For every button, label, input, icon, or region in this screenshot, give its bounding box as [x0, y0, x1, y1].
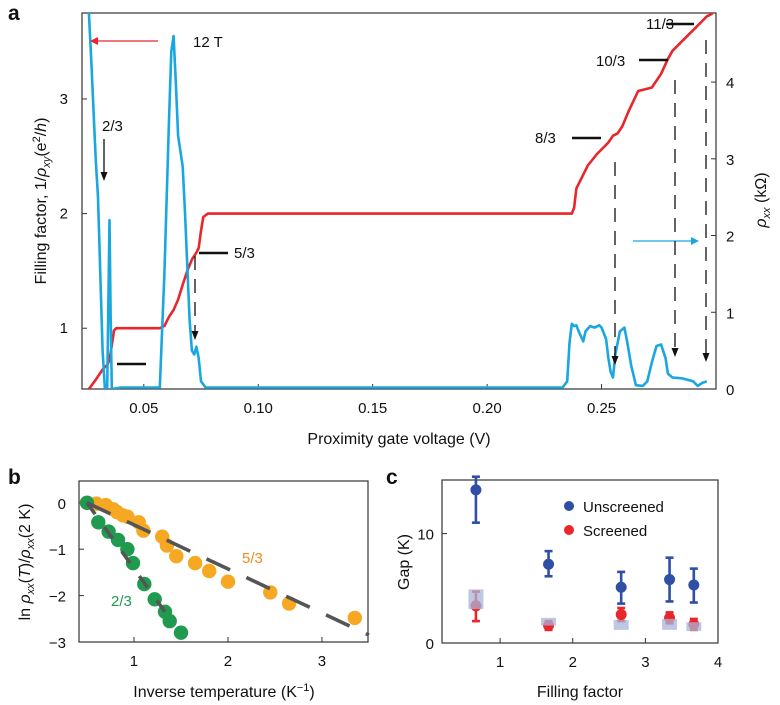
panel-c-ylabel: Gap (K)	[396, 534, 413, 590]
legend-unscreened-marker	[564, 501, 574, 511]
plateau-label: 2/3	[102, 118, 123, 135]
y-tick-label-right: 0	[726, 382, 734, 399]
y-tick-label: 10	[417, 527, 434, 544]
plateau-label: 5/3	[234, 245, 255, 262]
panel-b-ylabel: ln ρxx(T)/ρxx(2 K)	[17, 504, 37, 621]
data-point-2-3	[173, 625, 189, 640]
data-point-2-3	[110, 532, 126, 548]
y-tick-label-right: 1	[726, 305, 734, 322]
data-point-screened	[615, 609, 627, 621]
plateau-label: 11/3	[646, 16, 674, 33]
data-point-2-3	[91, 515, 106, 530]
y-tick-label-left: 2	[60, 206, 68, 223]
panel-b-letter: b	[8, 466, 21, 489]
x-tick-label: 3	[318, 653, 326, 670]
filling-factor-line	[87, 13, 715, 389]
data-point-5-3	[220, 574, 236, 589]
data-point-unscreened	[470, 484, 482, 496]
panel-b-xlabel: Inverse temperature (K−1)	[133, 682, 315, 701]
panel-b: 1 2 3 0 −1 −2 −3 Inverse temperature (K−1) ln …	[17, 480, 370, 701]
y-tick-label-right: 3	[726, 152, 734, 169]
legend-unscreened-label: Unscreened	[583, 499, 664, 516]
plateau-label: 10/3	[596, 53, 625, 70]
x-tick-label: 2	[224, 653, 232, 670]
shaded-range	[686, 622, 702, 631]
data-point-5-3	[202, 563, 217, 579]
x-tick-label: 0.15	[358, 400, 387, 417]
x-tick-label: 3	[641, 654, 649, 671]
plateau-label: 8/3	[535, 130, 556, 147]
y-tick-label: −1	[49, 542, 66, 559]
shaded-range	[468, 589, 484, 610]
panel-c: 1 2 3 4 0 10 Filling factor Gap (K) Unscreene…	[396, 475, 722, 701]
y-tick-label: 0	[426, 636, 434, 653]
data-point-5-3	[120, 509, 135, 524]
y-tick-label-right: 4	[726, 75, 734, 92]
panel-a: 0.05 0.10 0.15 0.20 0.25 1 2 3 0 1 2 3 4 2/3 5/3 8/3 10/…	[31, 12, 773, 448]
data-point-unscreened	[615, 581, 627, 593]
panel-b-frame	[78, 480, 369, 643]
data-point-unscreened	[543, 558, 555, 570]
y-tick-label: −2	[49, 589, 66, 606]
y-tick-label: −3	[49, 635, 66, 652]
x-tick-label: 0.05	[129, 400, 158, 417]
x-tick-label: 0.20	[473, 400, 502, 417]
fit-line-2-3	[85, 501, 174, 623]
data-point-unscreened	[664, 574, 676, 586]
x-tick-label: 0.25	[587, 400, 616, 417]
field-label: 12 T	[193, 34, 223, 51]
legend-screened-marker	[564, 525, 574, 535]
shaded-range	[541, 617, 557, 626]
panel-c-letter: c	[386, 466, 398, 489]
y-tick-label-left: 3	[60, 91, 68, 108]
x-tick-label: 4	[714, 654, 722, 671]
x-tick-label: 1	[496, 654, 504, 671]
data-point-5-3	[169, 549, 184, 564]
panel-a-ylabel-left: Filling factor, 1/ρxy(e2/h)	[31, 118, 53, 285]
panel-a-ylabel-right: ρxx (kΩ)	[753, 172, 773, 228]
data-point-5-3	[347, 610, 362, 626]
x-tick-label: 2	[569, 654, 577, 671]
data-point-unscreened	[688, 579, 700, 591]
shaded-range	[613, 620, 629, 630]
annotation-arrowhead	[191, 331, 199, 340]
annotation-arrowhead	[702, 353, 710, 362]
annotation-arrowhead	[611, 356, 619, 365]
annotation-arrowhead	[671, 348, 679, 357]
annotation-arrowhead	[100, 172, 108, 181]
y-tick-label-right: 2	[726, 229, 734, 246]
right-axis-arrowhead	[691, 237, 699, 245]
panel-a-xlabel: Proximity gate voltage (V)	[307, 431, 490, 448]
y-tick-label-left: 1	[60, 320, 68, 337]
panel-a-frame	[81, 12, 717, 390]
x-tick-label: 0.10	[244, 400, 273, 417]
panel-a-letter: a	[8, 2, 20, 25]
panel-c-frame	[441, 479, 719, 644]
panel-c-xlabel: Filling factor	[537, 684, 624, 701]
rho-xx-line	[87, 13, 708, 389]
x-tick-label: 1	[130, 653, 138, 670]
data-point-5-3	[187, 555, 203, 571]
label-2-3: 2/3	[111, 593, 132, 610]
legend-screened-label: Screened	[583, 523, 647, 540]
fit-line-5-3	[86, 501, 370, 637]
data-point-2-3	[162, 613, 177, 629]
shaded-range	[662, 618, 678, 630]
left-axis-arrowhead	[90, 37, 98, 45]
label-5-3: 5/3	[242, 550, 263, 567]
y-tick-label: 0	[58, 496, 66, 513]
